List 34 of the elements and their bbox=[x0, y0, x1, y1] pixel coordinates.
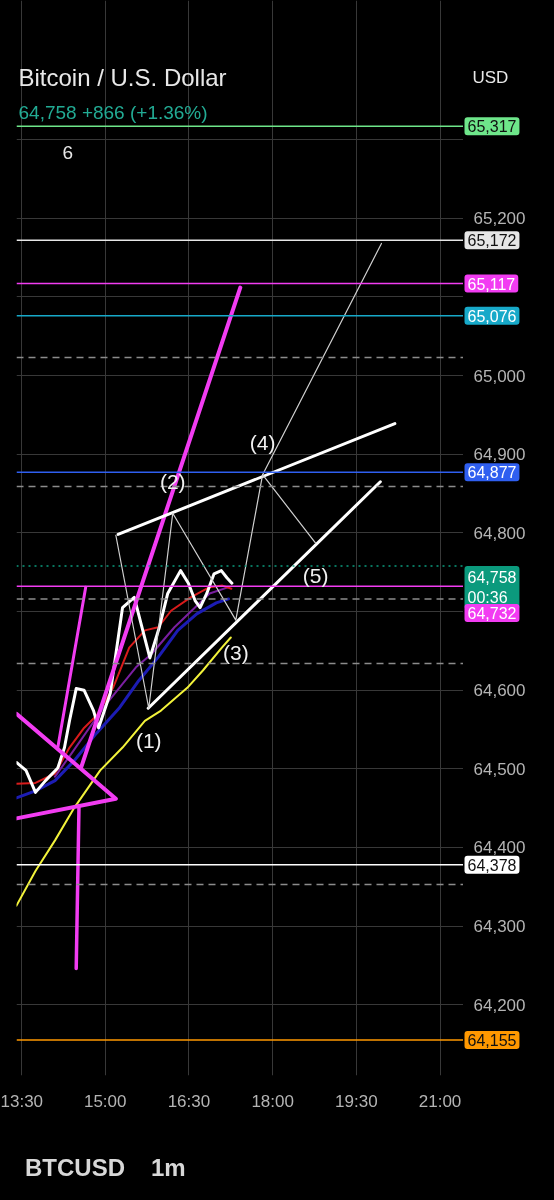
y-tick-label: 64,600 bbox=[473, 681, 526, 701]
ref-line-label: 64,732 bbox=[467, 604, 517, 622]
x-tick-label: 13:30 bbox=[0, 1091, 44, 1111]
text: USD bbox=[472, 68, 509, 87]
text: Bitcoin / U.S. Dollar bbox=[18, 64, 227, 91]
ref-line-label: 65,317 bbox=[467, 118, 517, 136]
y-tick-label: 64,300 bbox=[473, 917, 526, 937]
text: 1m bbox=[151, 1154, 186, 1181]
annotation: (3) bbox=[222, 640, 249, 664]
ref-line-label: 64,758 00:36 bbox=[467, 568, 517, 607]
ref-line-label: 65,117 bbox=[467, 275, 516, 293]
ref-line-label: 64,877 bbox=[467, 464, 517, 482]
ref-line-label: 65,172 bbox=[467, 232, 517, 250]
text: 64,758 +866 (+1.36%) bbox=[18, 102, 208, 123]
x-tick-label: 15:00 bbox=[83, 1091, 127, 1111]
y-tick-label: 64,200 bbox=[473, 995, 526, 1015]
annotation: (1) bbox=[135, 728, 162, 752]
annotation: (5) bbox=[302, 563, 329, 587]
x-tick-label: 16:30 bbox=[167, 1091, 211, 1111]
y-tick-label: 64,500 bbox=[473, 759, 526, 779]
y-tick-label: 65,200 bbox=[473, 209, 526, 229]
y-tick-label: 64,900 bbox=[473, 445, 526, 465]
x-tick-label: 18:00 bbox=[251, 1091, 294, 1111]
y-tick-label: 64,800 bbox=[473, 523, 526, 543]
annotation: 6 bbox=[62, 142, 74, 163]
x-tick-label: 19:30 bbox=[335, 1091, 378, 1111]
ref-line-label: 64,378 bbox=[467, 856, 517, 874]
y-tick-label: 65,000 bbox=[473, 366, 526, 386]
ref-line-label: 64,155 bbox=[467, 1032, 517, 1050]
y-tick-label: 64,400 bbox=[473, 838, 526, 858]
ref-line-label: 65,076 bbox=[467, 307, 517, 325]
text: BTCUSD bbox=[25, 1154, 125, 1181]
x-tick-label: 21:00 bbox=[418, 1091, 462, 1111]
annotation: (4) bbox=[249, 431, 276, 455]
